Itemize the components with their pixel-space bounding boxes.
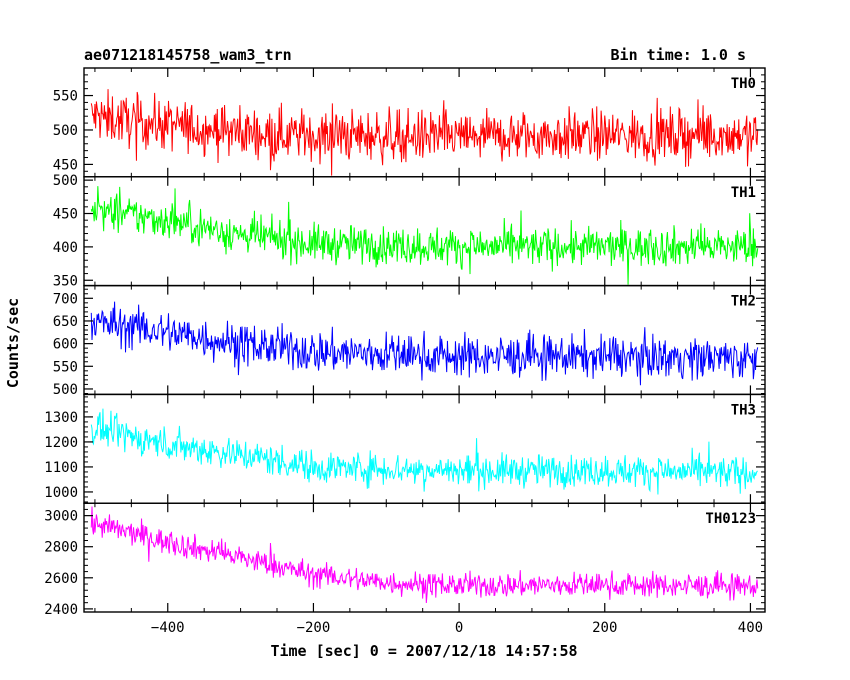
x-tick-label: 200 — [592, 620, 617, 636]
chart-title: ae071218145758_wam3_trn — [84, 46, 292, 64]
panel-label-th1: TH1 — [731, 185, 756, 201]
series-line-th2 — [90, 301, 759, 386]
y-tick-label: 3000 — [44, 509, 78, 525]
x-tick-label: −400 — [151, 620, 185, 636]
y-tick-label: 2800 — [44, 540, 78, 556]
y-tick-label: 2600 — [44, 571, 78, 587]
y-axis-label: Counts/sec — [4, 298, 22, 388]
y-tick-label: 500 — [53, 123, 78, 139]
panel-frame — [83, 176, 766, 287]
y-tick-label: 600 — [53, 337, 78, 353]
panel-label-th3: TH3 — [731, 402, 756, 418]
x-tick-label: −200 — [297, 620, 331, 636]
panel-label-th0: TH0 — [731, 76, 756, 92]
y-tick-label: 550 — [53, 89, 78, 105]
y-tick-label: 2400 — [44, 602, 78, 618]
y-tick-label: 550 — [53, 359, 78, 375]
panels-group: 450500550TH0350400450500TH15005506006507… — [44, 67, 766, 636]
panel-label-th2: TH2 — [731, 294, 756, 310]
y-tick-label: 1000 — [44, 485, 78, 501]
y-tick-label: 650 — [53, 314, 78, 330]
x-tick-label: 0 — [455, 620, 463, 636]
y-tick-label: 1300 — [44, 410, 78, 426]
y-tick-label: 1100 — [44, 460, 78, 476]
panel-frame — [83, 502, 766, 613]
bin-time-label: Bin time: 1.0 s — [611, 46, 746, 64]
series-line-th1 — [90, 186, 759, 285]
y-tick-label: 450 — [53, 157, 78, 173]
panel-label-th0123: TH0123 — [705, 511, 756, 527]
y-tick-label: 450 — [53, 207, 78, 223]
series-line-th0123 — [90, 506, 759, 603]
y-tick-label: 350 — [53, 273, 78, 289]
y-tick-label: 1200 — [44, 435, 78, 451]
y-tick-label: 400 — [53, 240, 78, 256]
x-tick-label: 400 — [738, 620, 763, 636]
y-tick-label: 500 — [53, 173, 78, 189]
y-tick-label: 700 — [53, 291, 78, 307]
series-line-th0 — [90, 89, 759, 176]
y-tick-label: 500 — [53, 382, 78, 398]
series-line-th3 — [90, 408, 758, 495]
x-axis-label: Time [sec] 0 = 2007/12/18 14:57:58 — [270, 642, 577, 660]
